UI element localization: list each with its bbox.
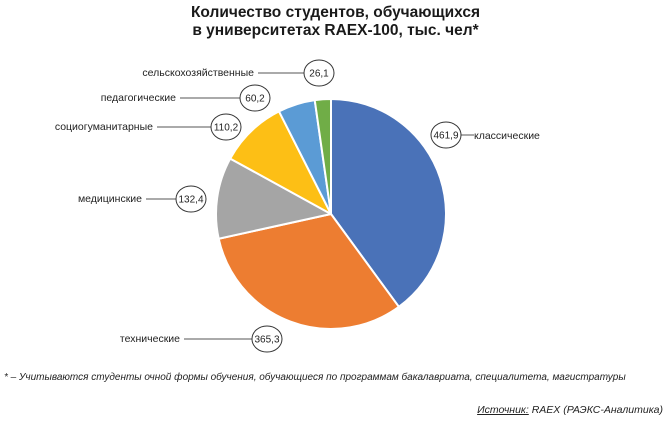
data-label-4: 110,2 [214,123,239,134]
value-bubble-6 [303,59,335,87]
pie-slice-1 [330,98,447,308]
pie-slice-3 [215,157,332,240]
category-label-3: медицинские [78,193,142,205]
data-label-3: 132,4 [178,195,203,206]
chart-title-line-1: Количество студентов, обучающихся [190,4,481,21]
chart-title: Количество студентов, обучающихся в унив… [0,4,671,40]
data-label-2: 365,3 [254,335,279,346]
source-label: Источник: [477,404,529,416]
chart-title-line-2: в университетах RAEX-100, тыс. чел* [192,22,479,39]
category-label-1: классические [474,130,540,142]
source-text: RAEX (РАЭКС-Аналитика) [528,404,663,416]
pie-slice-6 [313,98,332,215]
value-bubble-4 [210,113,242,141]
category-label-2: технические [120,333,180,345]
category-label-6: сельскохозяйственные [142,67,254,79]
source-note: Источник: RAEX (РАЭКС-Аналитика) [477,404,663,416]
data-label-1: 461,9 [433,131,458,142]
category-label-4: социогуманитарные [55,121,153,133]
data-label-6: 26,1 [309,69,329,80]
data-label-5: 60,2 [245,94,265,105]
value-bubble-2 [251,325,283,353]
footnote: * – Учитываются студенты очной формы обу… [4,372,626,383]
category-label-5: педагогические [101,92,176,104]
value-bubble-5 [239,84,271,112]
value-bubble-3 [175,185,207,213]
value-bubble-1 [430,121,462,149]
pie-slice-2 [217,213,400,330]
